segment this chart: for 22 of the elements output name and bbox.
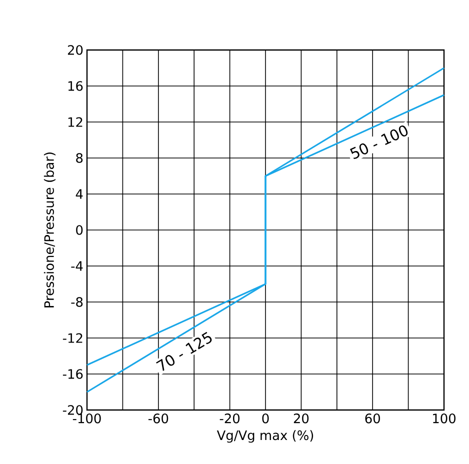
x-tick-label: -60 [148, 414, 168, 424]
x-tick-label: -20 [220, 414, 240, 424]
y-tick-label: 4 [76, 189, 83, 199]
y-tick-label: -4 [71, 261, 83, 271]
x-tick-label: 0 [262, 414, 269, 424]
y-tick-label: -20 [62, 405, 83, 415]
x-tick-label: 60 [365, 414, 380, 424]
y-tick-label: 16 [68, 81, 83, 91]
x-axis-title: Vg/Vg max (%) [216, 430, 314, 443]
y-tick-label: 20 [68, 45, 83, 55]
y-tick-label: -8 [71, 297, 83, 307]
text: 70 - 125 [156, 332, 212, 372]
y-tick-label: 0 [76, 225, 83, 235]
y-axis-title: Pressione/Pressure (bar) [44, 152, 56, 308]
y-tick-label: 12 [68, 117, 82, 127]
y-tick-label: 8 [76, 153, 83, 163]
x-tick-label: -100 [72, 414, 101, 424]
text: 50 - 100 [350, 125, 408, 160]
x-tick-label: 100 [433, 414, 456, 424]
x-tick-label: 20 [294, 414, 309, 424]
y-tick-label: -16 [62, 369, 83, 379]
y-tick-label: -12 [62, 333, 82, 343]
